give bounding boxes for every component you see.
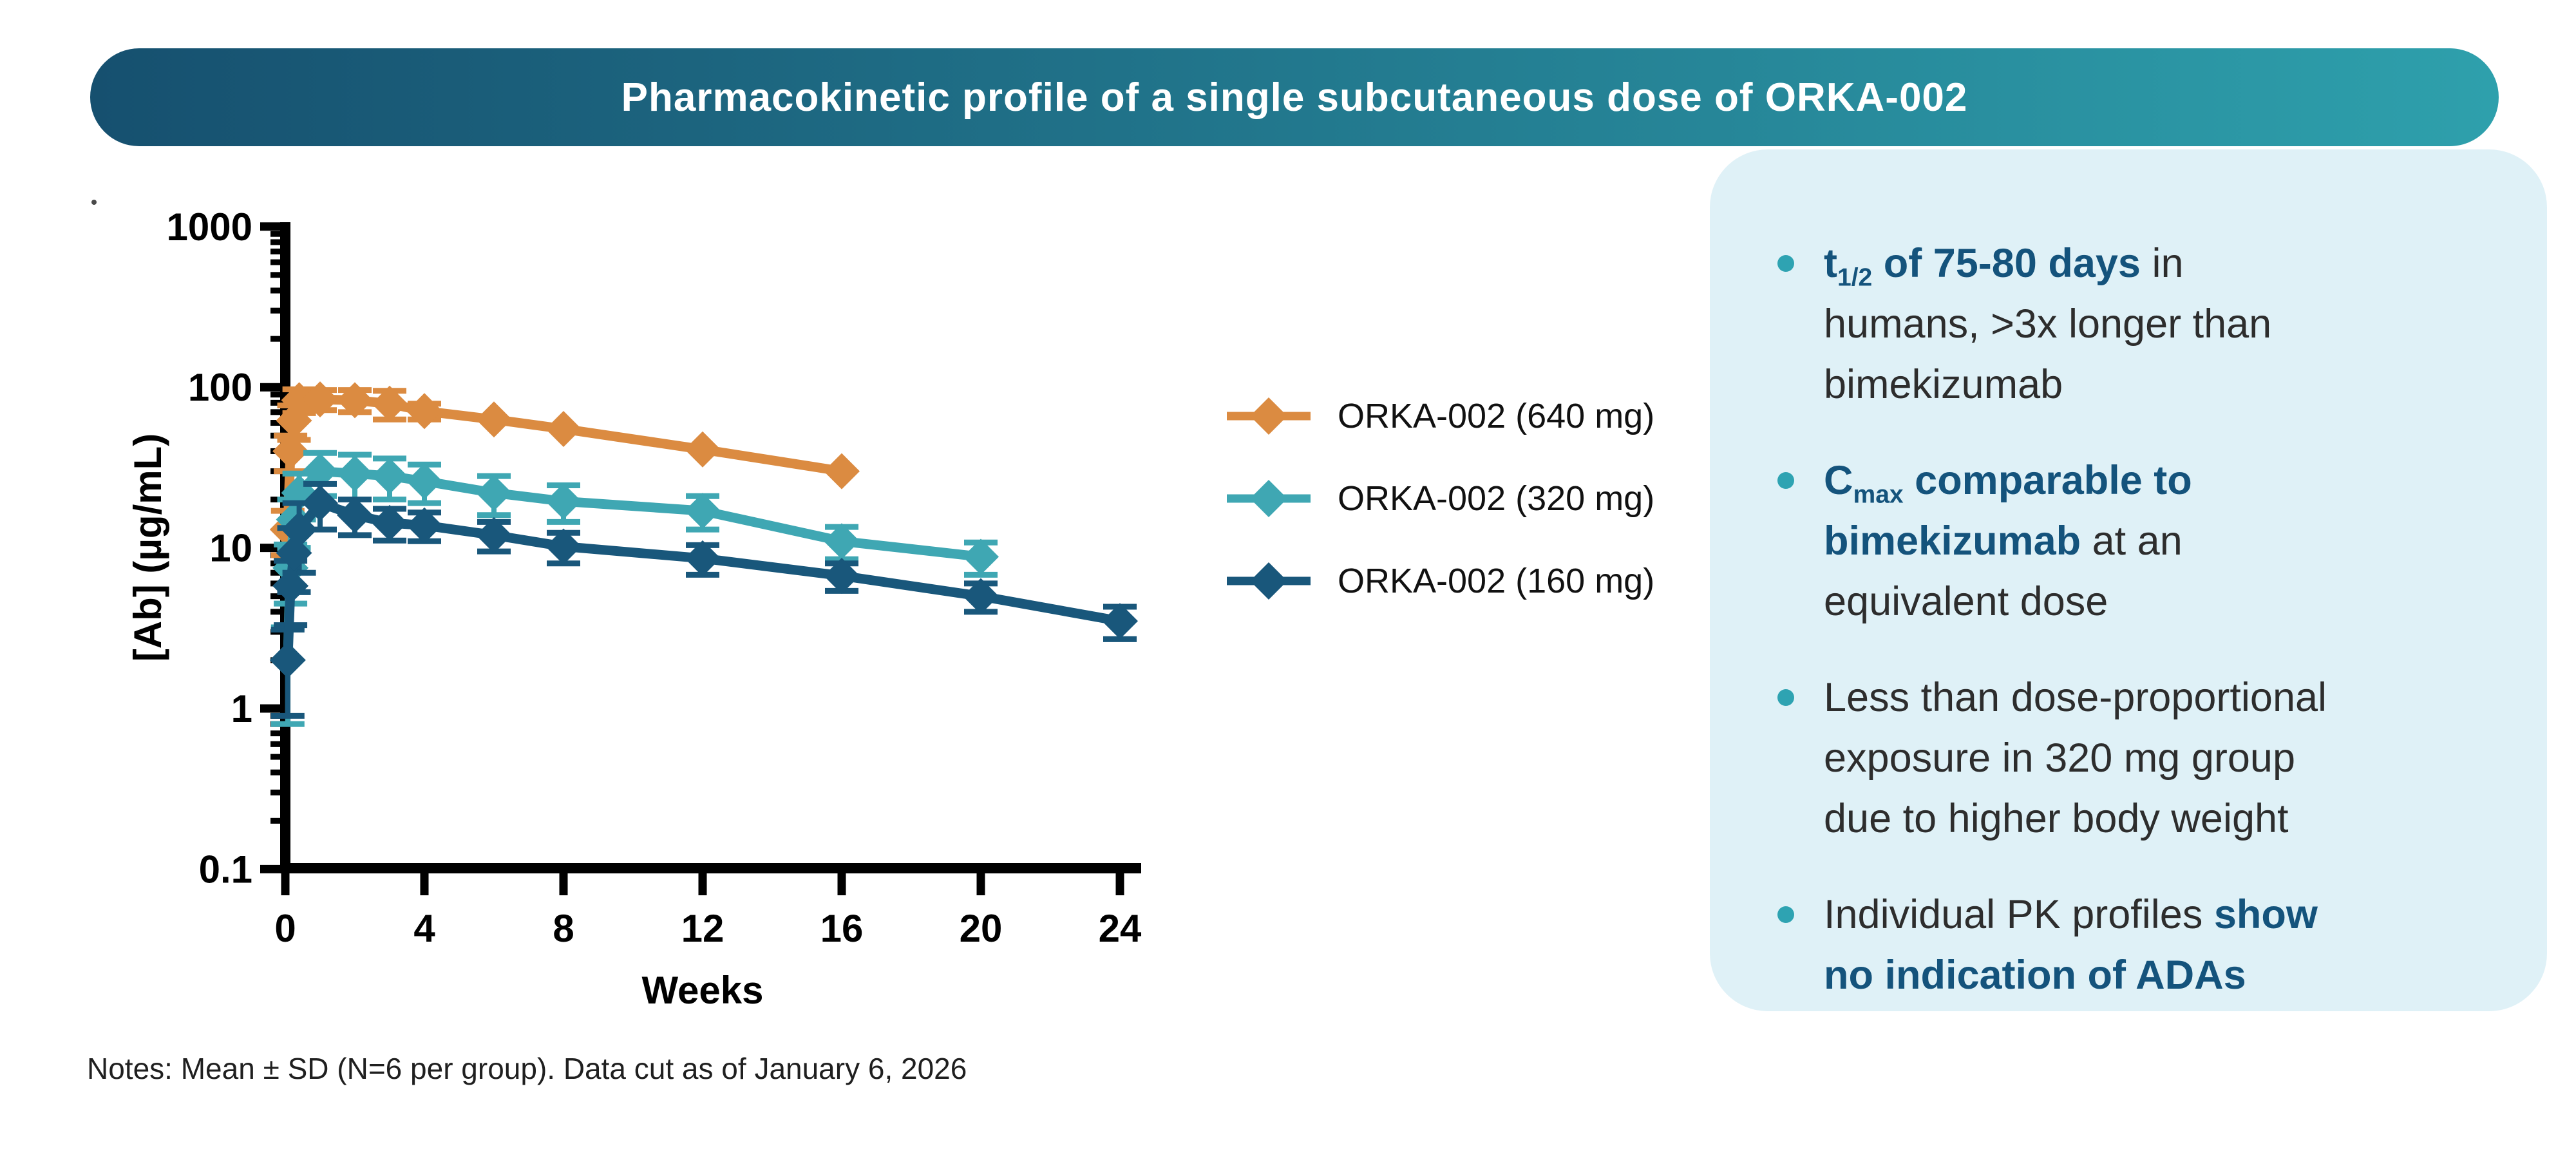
title-banner: Pharmacokinetic profile of a single subc… (90, 48, 2499, 146)
key-point-text: Less than dose-proportional exposure in 3… (1824, 675, 2327, 841)
y-tick-label: 0.1 (199, 848, 252, 891)
y-tick-label: 1000 (167, 205, 252, 249)
data-point-diamond-icon (406, 393, 442, 430)
data-point-diamond-icon (269, 642, 306, 678)
data-point-diamond-icon (476, 475, 512, 511)
key-points-list: t1/2 of 75-80 days in humans, >3x longer … (1777, 233, 2508, 1005)
data-point-diamond-icon (545, 410, 582, 447)
series-320mg (269, 450, 999, 727)
data-point-diamond-icon (372, 458, 408, 495)
data-point-diamond-icon (406, 463, 442, 500)
data-point-diamond-icon (337, 382, 373, 419)
data-point-diamond-icon (372, 385, 408, 422)
data-point-diamond-icon (824, 557, 860, 594)
data-point-diamond-icon (963, 538, 999, 575)
bullet-dot-icon (1777, 689, 1794, 706)
data-point-diamond-icon (824, 523, 860, 560)
legend-marker-640mg-icon (1227, 397, 1311, 435)
x-axis-ticks: 0 4 8 12 16 20 24 (274, 873, 1142, 950)
key-point-1: t1/2 of 75-80 days in humans, >3x longer … (1777, 233, 2508, 415)
legend-marker-320mg-icon (1227, 480, 1311, 517)
x-tick-label: 24 (1099, 907, 1142, 950)
data-point-diamond-icon (545, 483, 582, 520)
data-point-diamond-icon (824, 453, 860, 490)
key-point-4: Individual PK profiles show no indication… (1777, 884, 2508, 1005)
key-point-text: t1/2 of 75-80 days in humans, >3x longer … (1824, 241, 2272, 407)
data-point-diamond-icon (281, 382, 317, 419)
x-tick-label: 4 (413, 907, 435, 950)
bullet-dot-icon (1777, 472, 1794, 489)
data-point-diamond-icon (337, 497, 373, 533)
key-points-panel: t1/2 of 75-80 days in humans, >3x longer … (1710, 149, 2547, 1011)
series-160mg (269, 480, 1138, 719)
legend-label-640mg: ORKA-002 (640 mg) (1338, 397, 1655, 435)
y-tick-label: 10 (209, 527, 252, 570)
slide-title: Pharmacokinetic profile of a single subc… (621, 75, 1968, 120)
data-point-diamond-icon (281, 511, 317, 548)
data-point-diamond-icon (963, 578, 999, 614)
legend-item-320mg: ORKA-002 (320 mg) (1227, 479, 1716, 518)
data-point-diamond-icon (545, 528, 582, 565)
notes: Notes: Mean ± SD (N=6 per group). Data c… (87, 1052, 967, 1085)
data-point-diamond-icon (276, 535, 312, 571)
data-point-diamond-icon (302, 453, 338, 490)
key-point-text: Individual PK profiles show no indication… (1824, 892, 2318, 998)
x-tick-label: 8 (553, 907, 574, 950)
y-tick-label: 100 (188, 366, 252, 409)
y-axis-ticks: 1000 100 10 1 0.1 (167, 205, 281, 891)
data-point-diamond-icon (476, 517, 512, 553)
x-axis-title: Weeks (641, 969, 763, 1012)
legend-label-160mg: ORKA-002 (160 mg) (1338, 562, 1655, 600)
y-axis-title: [Ab] (µg/mL) (126, 433, 169, 661)
x-tick-label: 16 (820, 907, 864, 950)
legend-item-160mg: ORKA-002 (160 mg) (1227, 562, 1716, 600)
data-point-diamond-icon (337, 455, 373, 492)
bullet-dot-icon (1777, 906, 1794, 923)
data-point-diamond-icon (302, 381, 338, 418)
key-point-2: Cmax comparable to bimekizumab at an equiv… (1777, 450, 2508, 632)
key-point-text: Cmax comparable to bimekizumab at an equiv… (1824, 458, 2192, 624)
key-point-3: Less than dose-proportional exposure in 3… (1777, 667, 2508, 849)
data-point-diamond-icon (372, 504, 408, 541)
x-tick-label: 0 (274, 907, 296, 950)
stray-mark (91, 200, 97, 205)
data-point-diamond-icon (1102, 603, 1138, 640)
data-point-diamond-icon (272, 433, 309, 470)
legend-item-640mg: ORKA-002 (640 mg) (1227, 397, 1716, 435)
data-point-diamond-icon (272, 567, 309, 604)
x-tick-label: 12 (681, 907, 724, 950)
data-point-diamond-icon (685, 540, 721, 576)
data-point-diamond-icon (406, 507, 442, 544)
y-tick-label: 1 (231, 687, 252, 730)
x-tick-label: 20 (960, 907, 1003, 950)
axis-titles: Weeks [Ab] (µg/mL) (126, 433, 764, 1012)
legend-label-320mg: ORKA-002 (320 mg) (1338, 479, 1655, 518)
data-point-diamond-icon (685, 493, 721, 529)
legend-marker-160mg-icon (1227, 562, 1311, 600)
chart-legend: ORKA-002 (640 mg) ORKA-002 (320 mg) ORKA… (1227, 397, 1716, 644)
bullet-dot-icon (1777, 255, 1794, 272)
data-point-diamond-icon (302, 485, 338, 522)
data-point-diamond-icon (685, 431, 721, 468)
data-point-diamond-icon (476, 401, 512, 438)
